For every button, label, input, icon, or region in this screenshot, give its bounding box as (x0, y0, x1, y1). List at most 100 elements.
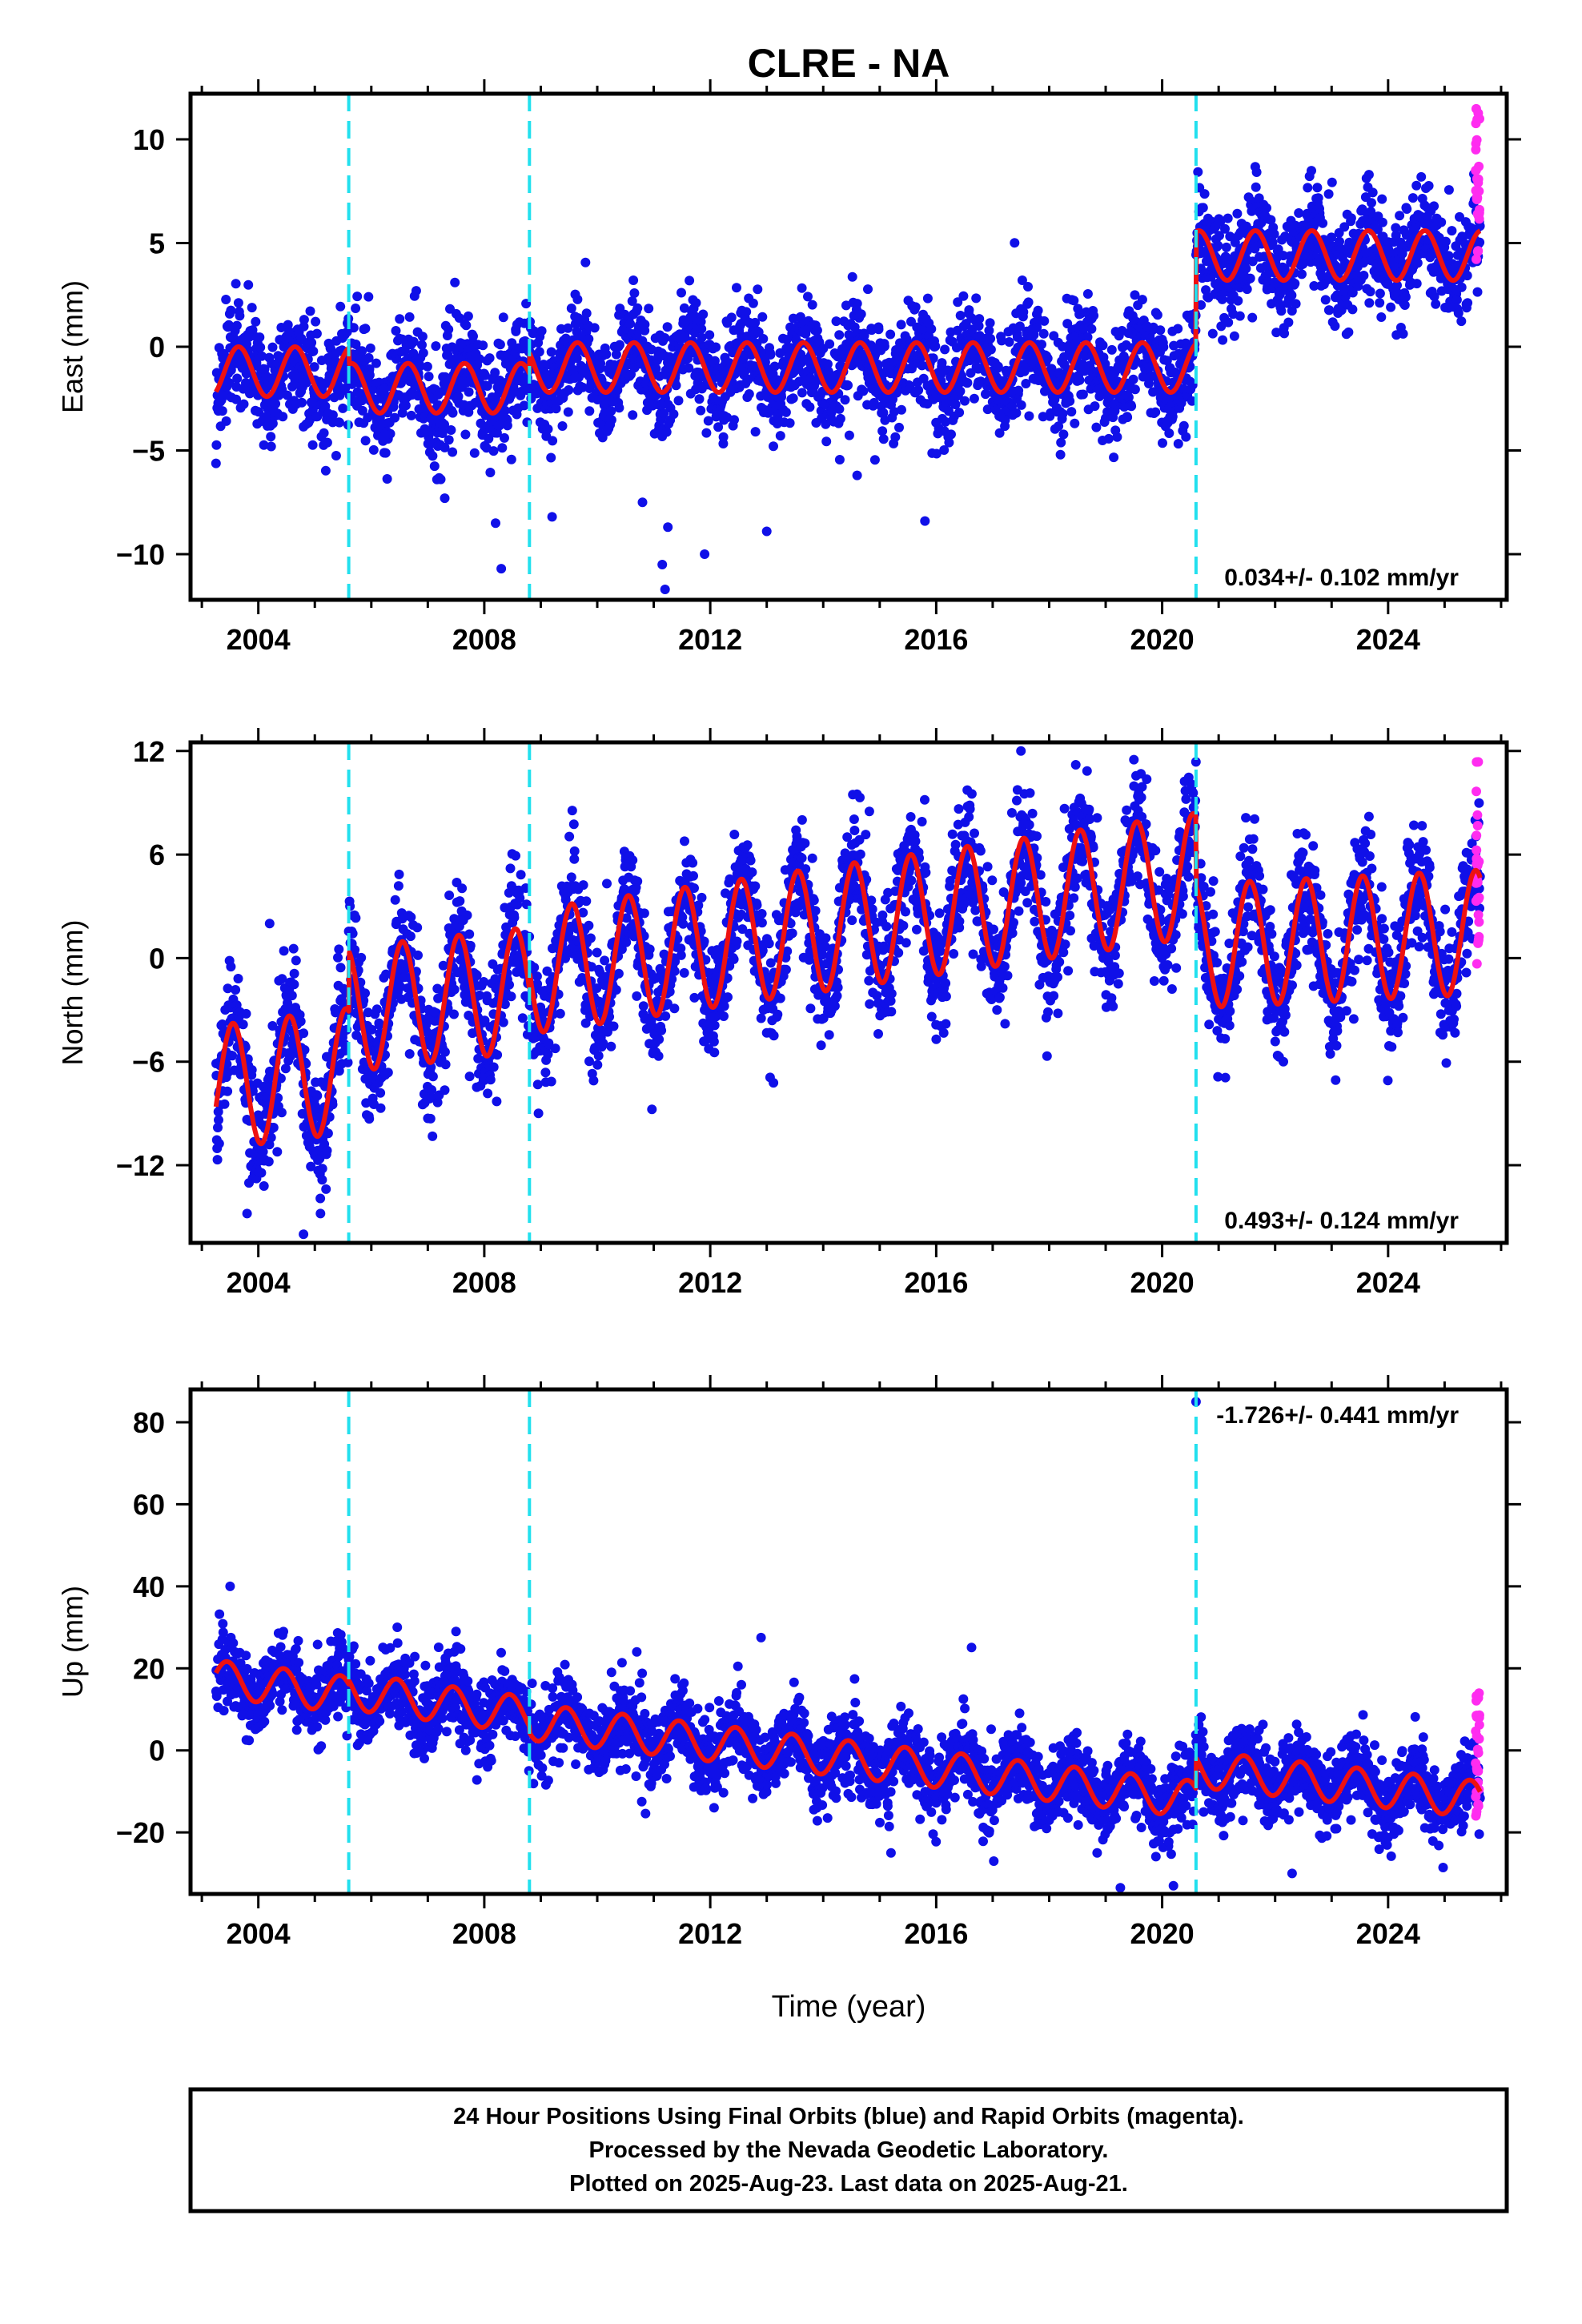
east-point (1155, 325, 1166, 336)
east-point (1303, 183, 1313, 193)
east-point (879, 341, 889, 352)
east-point (322, 437, 332, 448)
east-point (1016, 400, 1026, 410)
east-point (1223, 213, 1233, 223)
east-point (474, 354, 484, 364)
north-point (485, 1075, 496, 1085)
east-point (1198, 203, 1208, 213)
east-point (498, 312, 508, 323)
north-point (585, 933, 596, 943)
east-point (231, 320, 242, 331)
east-point (1309, 281, 1319, 291)
east-point (390, 412, 400, 423)
east-rapid-point (1473, 246, 1484, 256)
east-point (395, 314, 405, 324)
east-point (338, 403, 348, 413)
north-point (212, 1155, 223, 1165)
east-point (251, 358, 262, 368)
east-point (557, 421, 568, 431)
east-point (917, 360, 927, 371)
north-point (440, 1085, 450, 1096)
east-point (1091, 422, 1102, 432)
east-point (484, 433, 494, 444)
east-point (444, 435, 454, 445)
east-point (271, 399, 281, 409)
east-point (1058, 429, 1069, 440)
east-point (1386, 302, 1396, 312)
north-point (584, 920, 594, 931)
east-outlier-point (547, 512, 557, 522)
east-point (231, 394, 241, 404)
north-point (492, 1096, 502, 1107)
east-point (311, 328, 322, 339)
east-point (259, 440, 269, 450)
east-point (440, 442, 450, 452)
north-point (426, 1062, 436, 1072)
east-point (877, 426, 888, 436)
north-point (315, 1193, 326, 1204)
north-point (413, 950, 423, 960)
east-point (677, 287, 686, 298)
north-point (600, 955, 610, 966)
east-point (497, 443, 508, 453)
east-point (1335, 236, 1344, 247)
east-point (1431, 299, 1441, 309)
east-point (669, 409, 679, 420)
east-point (485, 468, 496, 477)
east-point (971, 293, 982, 304)
east-point (380, 448, 391, 458)
east-point (632, 303, 643, 313)
north-point (568, 819, 579, 830)
east-point (548, 436, 558, 446)
east-point (255, 332, 265, 343)
east-point (490, 368, 500, 378)
east-point (546, 347, 556, 357)
east-point (858, 386, 869, 396)
east-point (1323, 189, 1334, 199)
north-point (263, 1156, 274, 1167)
north-point (449, 984, 460, 995)
north-point (214, 1139, 224, 1148)
east-point (551, 404, 561, 414)
east-point (1372, 224, 1383, 235)
east-point (628, 275, 639, 285)
east-point (1363, 170, 1374, 180)
north-point (584, 1056, 594, 1067)
east-point (360, 436, 371, 446)
east-point (415, 361, 425, 372)
north-point (464, 929, 475, 939)
east-point (1021, 379, 1031, 388)
east-point (753, 284, 763, 295)
east-point (1251, 182, 1261, 192)
east-point (1207, 328, 1218, 339)
east-point (495, 340, 505, 350)
east-point (986, 333, 996, 344)
east-point (267, 342, 278, 352)
east-point (469, 448, 480, 458)
east-point (785, 418, 795, 428)
east-point (662, 322, 673, 332)
east-point (1123, 392, 1134, 403)
east-point (697, 332, 707, 343)
east-point (1017, 275, 1027, 285)
north-point (256, 1168, 267, 1178)
east-y-tick-label: −5 (132, 435, 165, 468)
east-point (910, 302, 921, 312)
east-point (849, 322, 860, 332)
north-point (647, 1104, 657, 1115)
east-point (840, 395, 850, 405)
east-point (805, 402, 815, 412)
east-point (1193, 167, 1203, 177)
north-point (432, 1097, 443, 1108)
east-point (684, 363, 694, 373)
east-point (856, 309, 866, 320)
north-point (223, 1086, 233, 1096)
east-point (986, 344, 996, 355)
east-point (744, 389, 754, 399)
east-point (1250, 243, 1260, 254)
east-point (572, 353, 582, 364)
east-point (1412, 258, 1423, 268)
east-point (1130, 290, 1140, 300)
east-point (847, 271, 857, 282)
